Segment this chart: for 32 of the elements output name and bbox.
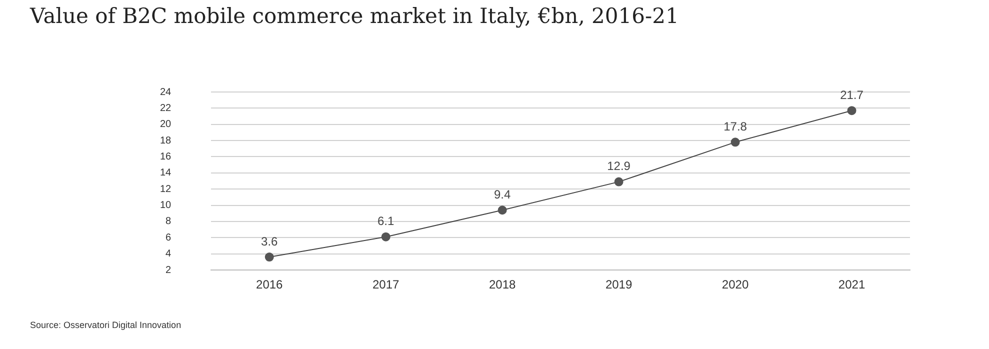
y-tick-label: 16 xyxy=(160,151,172,162)
point xyxy=(614,177,624,186)
y-tick-label: 8 xyxy=(166,216,172,228)
data-label: 17.8 xyxy=(724,119,748,134)
source-note: Source: Osservatori Digital Innovation xyxy=(30,320,182,330)
y-tick-label: 18 xyxy=(160,135,172,146)
x-tick-label: 2019 xyxy=(605,278,632,292)
data-label: 9.4 xyxy=(494,187,511,202)
data-label: 21.7 xyxy=(840,88,864,102)
x-tick-label: 2016 xyxy=(256,278,284,292)
point xyxy=(264,252,274,262)
x-tick-label: 2021 xyxy=(838,278,866,292)
y-tick-label: 20 xyxy=(160,119,172,130)
y-tick-label: 22 xyxy=(160,102,172,114)
data-label: 12.9 xyxy=(607,159,631,174)
y-tick-label: 6 xyxy=(166,232,172,244)
point xyxy=(730,138,740,147)
data-label: 3.6 xyxy=(261,234,278,248)
y-tick-label: 10 xyxy=(160,200,172,212)
y-tick-label: 24 xyxy=(160,86,172,98)
data-label: 6.1 xyxy=(378,214,395,228)
x-tick-label: 2020 xyxy=(722,278,749,292)
y-tick-label: 2 xyxy=(166,264,172,276)
y-tick-label: 4 xyxy=(166,248,172,260)
point xyxy=(498,206,507,215)
point xyxy=(381,232,390,242)
x-tick-label: 2018 xyxy=(488,278,516,292)
y-tick-label: 14 xyxy=(160,168,172,179)
point xyxy=(847,106,856,116)
chart-title: Value of B2C mobile commerce market in Italy, €bn, 2016-21 xyxy=(30,4,679,28)
x-tick-label: 2017 xyxy=(372,278,400,292)
y-tick-label: 12 xyxy=(160,184,172,195)
